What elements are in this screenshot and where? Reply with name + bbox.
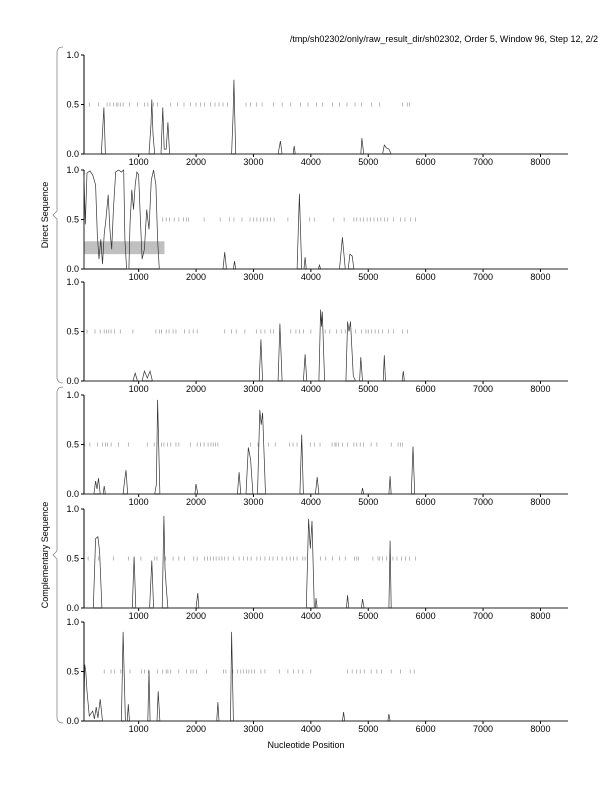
y-tick-label: 0.0: [66, 489, 79, 499]
x-axis-label: Nucleotide Position: [267, 740, 344, 750]
x-tick-label: 1000: [129, 724, 149, 734]
x-tick-label: 5000: [358, 724, 378, 734]
group-label: Direct Sequence: [40, 182, 50, 249]
x-tick-label: 4000: [301, 157, 321, 167]
y-tick-label: 0.5: [66, 554, 79, 564]
x-tick-label: 2000: [186, 272, 206, 282]
x-tick-label: 8000: [530, 384, 550, 394]
x-tick-label: 3000: [243, 497, 263, 507]
y-tick-label: 1.0: [66, 390, 79, 400]
x-tick-label: 6000: [416, 157, 436, 167]
x-tick-label: 3000: [243, 611, 263, 621]
x-tick-label: 2000: [186, 497, 206, 507]
x-tick-label: 1000: [129, 384, 149, 394]
x-tick-label: 5000: [358, 497, 378, 507]
y-tick-label: 1.0: [66, 50, 79, 60]
x-tick-label: 6000: [416, 497, 436, 507]
x-tick-label: 8000: [530, 611, 550, 621]
group-bracket: [52, 46, 64, 384]
x-tick-label: 6000: [416, 611, 436, 621]
x-tick-label: 4000: [301, 497, 321, 507]
x-tick-label: 1000: [129, 611, 149, 621]
x-tick-label: 5000: [358, 272, 378, 282]
x-tick-label: 4000: [301, 611, 321, 621]
x-tick-label: 8000: [530, 157, 550, 167]
y-tick-label: 0.0: [66, 264, 79, 274]
y-tick-label: 1.0: [66, 617, 79, 627]
x-tick-label: 8000: [530, 724, 550, 734]
y-tick-label: 0.5: [66, 215, 79, 225]
x-tick-label: 2000: [186, 724, 206, 734]
x-tick-label: 4000: [301, 384, 321, 394]
x-tick-label: 2000: [186, 157, 206, 167]
x-tick-label: 3000: [243, 157, 263, 167]
x-tick-label: 7000: [473, 497, 493, 507]
series-line: [83, 169, 568, 270]
y-tick-label: 0.5: [66, 100, 79, 110]
y-tick-label: 0.0: [66, 603, 79, 613]
x-tick-label: 6000: [416, 384, 436, 394]
series-line: [84, 79, 568, 155]
highlight-region: [84, 241, 165, 255]
chart-title: /tmp/sh02302/only/raw_result_dir/sh02302…: [289, 34, 598, 44]
x-tick-label: 1000: [129, 497, 149, 507]
x-tick-label: 3000: [243, 272, 263, 282]
x-tick-label: 5000: [358, 611, 378, 621]
x-tick-label: 2000: [186, 384, 206, 394]
x-tick-label: 3000: [243, 724, 263, 734]
series-line: [83, 631, 568, 722]
x-tick-label: 7000: [473, 272, 493, 282]
x-tick-label: 1000: [129, 157, 149, 167]
x-tick-label: 2000: [186, 611, 206, 621]
y-tick-label: 1.0: [66, 165, 79, 175]
x-tick-label: 5000: [358, 384, 378, 394]
y-tick-label: 0.5: [66, 327, 79, 337]
x-tick-label: 6000: [416, 724, 436, 734]
y-tick-label: 0.0: [66, 149, 79, 159]
y-tick-label: 0.5: [66, 667, 79, 677]
x-tick-label: 3000: [243, 384, 263, 394]
series-line: [84, 515, 568, 609]
y-tick-label: 0.5: [66, 440, 79, 450]
group-bracket: [52, 386, 64, 724]
x-tick-label: 4000: [301, 724, 321, 734]
x-tick-label: 8000: [530, 272, 550, 282]
x-tick-label: 7000: [473, 611, 493, 621]
y-tick-label: 1.0: [66, 504, 79, 514]
series-line: [84, 309, 568, 382]
y-tick-label: 1.0: [66, 277, 79, 287]
y-tick-label: 0.0: [66, 716, 79, 726]
group-label: Complementary Sequence: [40, 502, 50, 609]
x-tick-label: 4000: [301, 272, 321, 282]
x-tick-label: 8000: [530, 497, 550, 507]
x-tick-label: 7000: [473, 157, 493, 167]
x-tick-label: 5000: [358, 157, 378, 167]
x-tick-label: 7000: [473, 724, 493, 734]
y-tick-label: 0.0: [66, 376, 79, 386]
x-tick-label: 1000: [129, 272, 149, 282]
x-tick-label: 7000: [473, 384, 493, 394]
x-tick-label: 6000: [416, 272, 436, 282]
series-line: [84, 399, 568, 495]
